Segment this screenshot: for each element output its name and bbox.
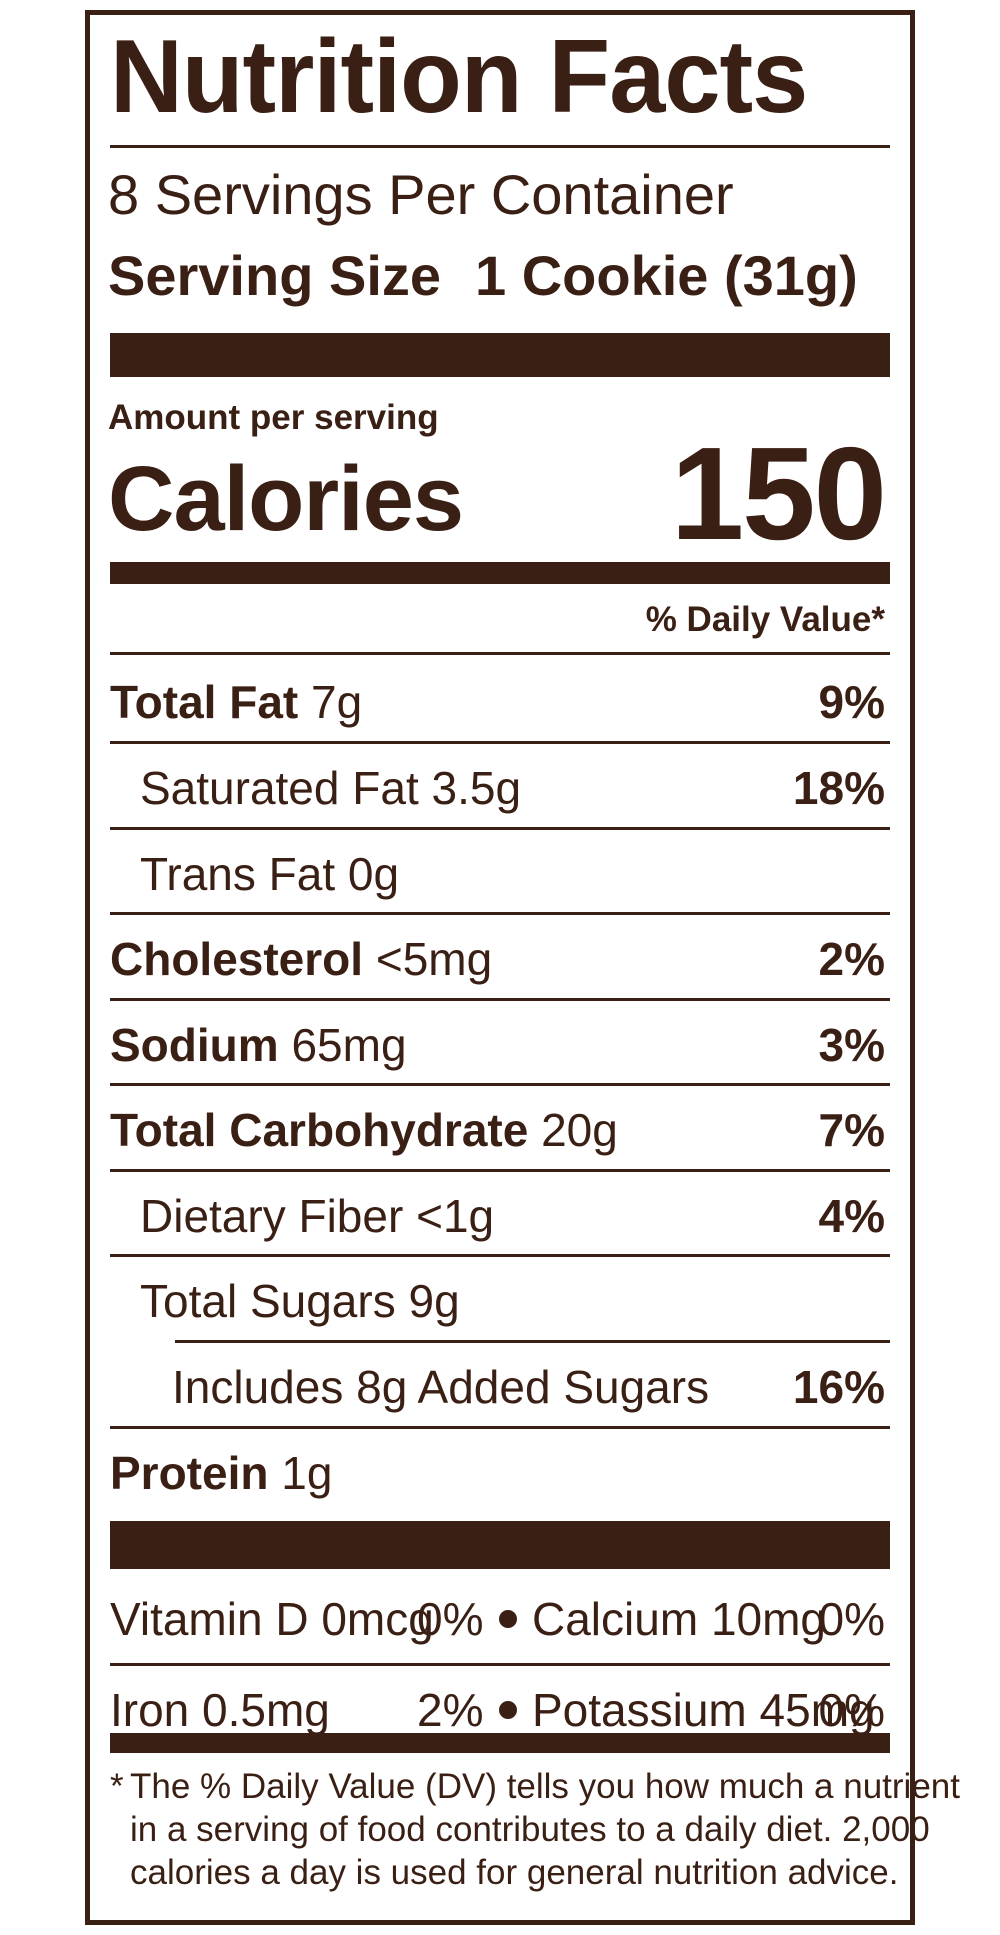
nutrient-dv: 7% xyxy=(818,1104,885,1156)
row-divider xyxy=(110,912,890,915)
bullet-dot xyxy=(499,1610,517,1628)
nutrient-amount: 7g xyxy=(311,676,363,728)
row-divider xyxy=(110,827,890,830)
row-divider xyxy=(110,1426,890,1429)
iron: Iron 0.5mg xyxy=(110,1668,330,1752)
nutrient-dv: 4% xyxy=(818,1190,885,1242)
row-divider xyxy=(110,1254,890,1257)
row-divider xyxy=(110,1169,890,1172)
nutrient-row-protein: Protein 1g xyxy=(110,1431,890,1515)
vitamin-dv: 0% xyxy=(818,1593,885,1645)
title-divider xyxy=(110,145,890,148)
vitamin-dv: 0% xyxy=(818,1684,885,1736)
vitamin-row-1: Vitamin D 0mcg 0% Calcium 10mg 0% xyxy=(110,1577,890,1661)
nutrient-name: Total Sugars xyxy=(140,1275,396,1327)
nutrient-row-total-sugars: Total Sugars 9g xyxy=(110,1259,890,1343)
footnote-star: * xyxy=(110,1767,124,1806)
nutrient-row-sodium: Sodium 65mg 3% xyxy=(110,1003,890,1087)
row-divider xyxy=(110,998,890,1001)
thick-divider-bottom xyxy=(110,1521,890,1569)
servings-per-container: 8 Servings Per Container xyxy=(108,163,734,226)
calories-divider xyxy=(110,562,890,584)
bullet-dot xyxy=(499,1701,517,1719)
footnote-line: calories a day is used for general nutri… xyxy=(130,1853,899,1892)
nutrient-name: Protein xyxy=(110,1447,269,1499)
serving-size: Serving Size 1 Cookie (31g) xyxy=(108,248,858,304)
nutrient-amount: 3.5g xyxy=(431,762,522,814)
nutrient-dv: 18% xyxy=(792,762,885,814)
footnote-line: in a serving of food contributes to a da… xyxy=(130,1810,930,1849)
label-title: Nutrition Facts xyxy=(110,19,808,135)
amount-per-serving: Amount per serving xyxy=(108,398,439,437)
nutrient-name: Dietary Fiber xyxy=(140,1190,404,1242)
nutrient-amount: 65mg xyxy=(291,1019,407,1071)
thick-divider-top xyxy=(110,333,890,377)
nutrient-row-total-fat: Total Fat 7g 9% xyxy=(110,660,890,744)
dv-header-divider xyxy=(110,652,890,655)
nutrient-dv: 3% xyxy=(818,1019,885,1071)
row-divider xyxy=(110,741,890,744)
nutrient-dv: 2% xyxy=(818,933,885,985)
serving-size-label: Serving Size xyxy=(108,244,442,307)
row-divider xyxy=(110,1083,890,1086)
potassium: Potassium 45mg xyxy=(532,1668,875,1752)
nutrient-name: Total Carbohydrate xyxy=(110,1104,529,1156)
serving-size-value: 1 Cookie (31g) xyxy=(475,244,858,307)
nutrient-amount: <5mg xyxy=(375,933,493,985)
vitamin-name: Calcium xyxy=(532,1593,699,1645)
daily-value-footnote: * The % Daily Value (DV) tells you how m… xyxy=(110,1765,960,1894)
vitamin-amount: 0mcg xyxy=(321,1593,434,1645)
nutrient-name: Total Fat xyxy=(110,676,299,728)
calories-label: Calories xyxy=(108,448,464,550)
nutrient-name: Sodium xyxy=(110,1019,279,1071)
nutrient-name: Saturated Fat xyxy=(140,762,419,814)
vitamin-row-2: Iron 0.5mg 2% Potassium 45mg 0% xyxy=(110,1668,890,1752)
nutrient-row-added-sugars: Includes 8g Added Sugars 16% xyxy=(110,1345,890,1429)
vitamin-dv: 0% xyxy=(417,1593,484,1645)
vitamin-amount: 0.5mg xyxy=(202,1684,330,1736)
vitamin-amount: 45mg xyxy=(759,1684,875,1736)
nutrient-row-total-carbohydrate: Total Carbohydrate 20g 7% xyxy=(110,1088,890,1172)
nutrient-amount: 0g xyxy=(347,848,400,900)
row-divider xyxy=(110,1663,890,1666)
nutrient-row-trans-fat: Trans Fat 0g xyxy=(110,832,890,916)
footnote-line: The % Daily Value (DV) tells you how muc… xyxy=(130,1767,960,1806)
nutrient-amount: 1g xyxy=(281,1447,333,1499)
vitamin-d: Vitamin D 0mcg xyxy=(110,1577,434,1661)
nutrient-amount: <1g xyxy=(416,1190,495,1242)
vitamin-name: Iron xyxy=(110,1684,190,1736)
nutrient-dv: 9% xyxy=(818,676,885,728)
nutrient-dv: 16% xyxy=(792,1361,885,1413)
nutrition-facts-label: Nutrition Facts 8 Servings Per Container… xyxy=(85,10,960,1925)
nutrient-name: Trans Fat xyxy=(140,848,336,900)
nutrient-name: Includes 8g Added Sugars xyxy=(172,1361,710,1413)
nutrient-name: Cholesterol xyxy=(110,933,364,985)
footnote-divider xyxy=(110,1733,890,1753)
nutrient-row-dietary-fiber: Dietary Fiber <1g 4% xyxy=(110,1174,890,1258)
vitamin-name: Vitamin D xyxy=(110,1593,309,1645)
calcium: Calcium 10mg xyxy=(532,1577,826,1661)
nutrient-row-cholesterol: Cholesterol <5mg 2% xyxy=(110,917,890,1001)
vitamin-dv: 2% xyxy=(417,1684,484,1736)
vitamin-name: Potassium xyxy=(532,1684,747,1736)
daily-value-header: % Daily Value* xyxy=(645,600,885,639)
nutrient-amount: 9g xyxy=(408,1275,460,1327)
nutrient-amount: 20g xyxy=(541,1104,618,1156)
row-divider xyxy=(175,1340,890,1343)
nutrient-row-saturated-fat: Saturated Fat 3.5g 18% xyxy=(110,746,890,830)
calories-value: 150 xyxy=(670,420,887,567)
vitamin-amount: 10mg xyxy=(710,1593,827,1645)
